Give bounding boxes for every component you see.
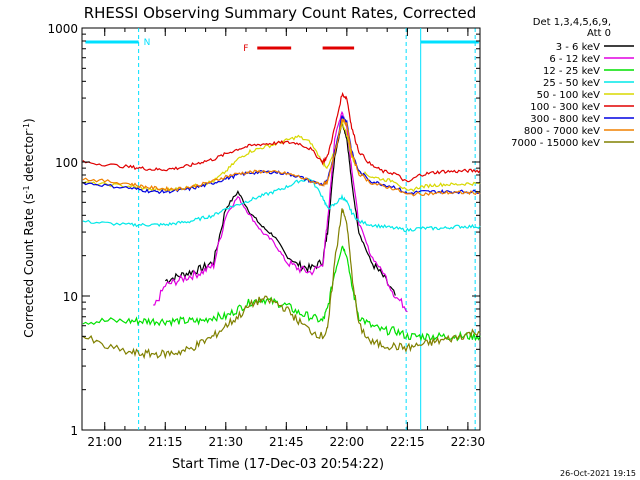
series-line-1 [164,120,396,296]
timestamp: 26-Oct-2021 19:15 [560,469,636,478]
y-tick-label: 1 [70,424,78,438]
legend-label: 12 - 25 keV [543,66,600,77]
x-axis-label: Start Time (17-Dec-03 20:54:22) [172,457,384,472]
night-marker-label: N [144,38,151,48]
legend-header: Att 0 [587,28,611,39]
legend-label: 7000 - 15000 keV [511,138,600,149]
legend-label: 800 - 7000 keV [524,126,600,137]
y-tick-label: 10 [63,290,78,304]
x-tick-label: 21:15 [148,435,183,449]
flare-marker-label: F [243,44,248,54]
annotations: NF [85,28,479,430]
x-tick-label: 22:15 [390,435,425,449]
x-tick-label: 21:00 [87,435,122,449]
x-tick-label: 22:00 [330,435,365,449]
x-tick-label: 21:30 [208,435,243,449]
legend-label: 50 - 100 keV [537,90,601,101]
y-axis-label: Corrected Count Rate (s-1 detector-1) [22,118,37,337]
chart-title: RHESSI Observing Summary Count Rates, Co… [84,4,477,22]
legend-label: 6 - 12 keV [549,54,600,65]
series-line-6 [82,91,481,183]
series-line-7 [82,115,481,195]
legend-label: 300 - 800 keV [530,114,600,125]
series-line-3 [82,245,481,342]
axis-layer: 21:00 21:15 21:30 21:45 22:00 22:15 22:30 1 10 10… [47,22,485,449]
legend-label: 100 - 300 keV [530,102,600,113]
y-tick-label: 100 [55,156,78,170]
plot-frame [81,27,481,431]
y-tick-label: 1000 [47,22,78,36]
series-layer [82,91,481,360]
x-tick-label: 22:30 [451,435,486,449]
legend-label: 25 - 50 keV [543,78,600,89]
series-line-8 [82,118,481,197]
legend-label: 3 - 6 keV [556,42,600,53]
legend-header: Det 1,3,4,5,6,9, [533,17,611,28]
x-tick-label: 21:45 [269,435,304,449]
plot-border [81,27,481,431]
series-line-2 [153,110,408,313]
series-line-9 [82,208,481,360]
series-line-4 [82,178,481,233]
